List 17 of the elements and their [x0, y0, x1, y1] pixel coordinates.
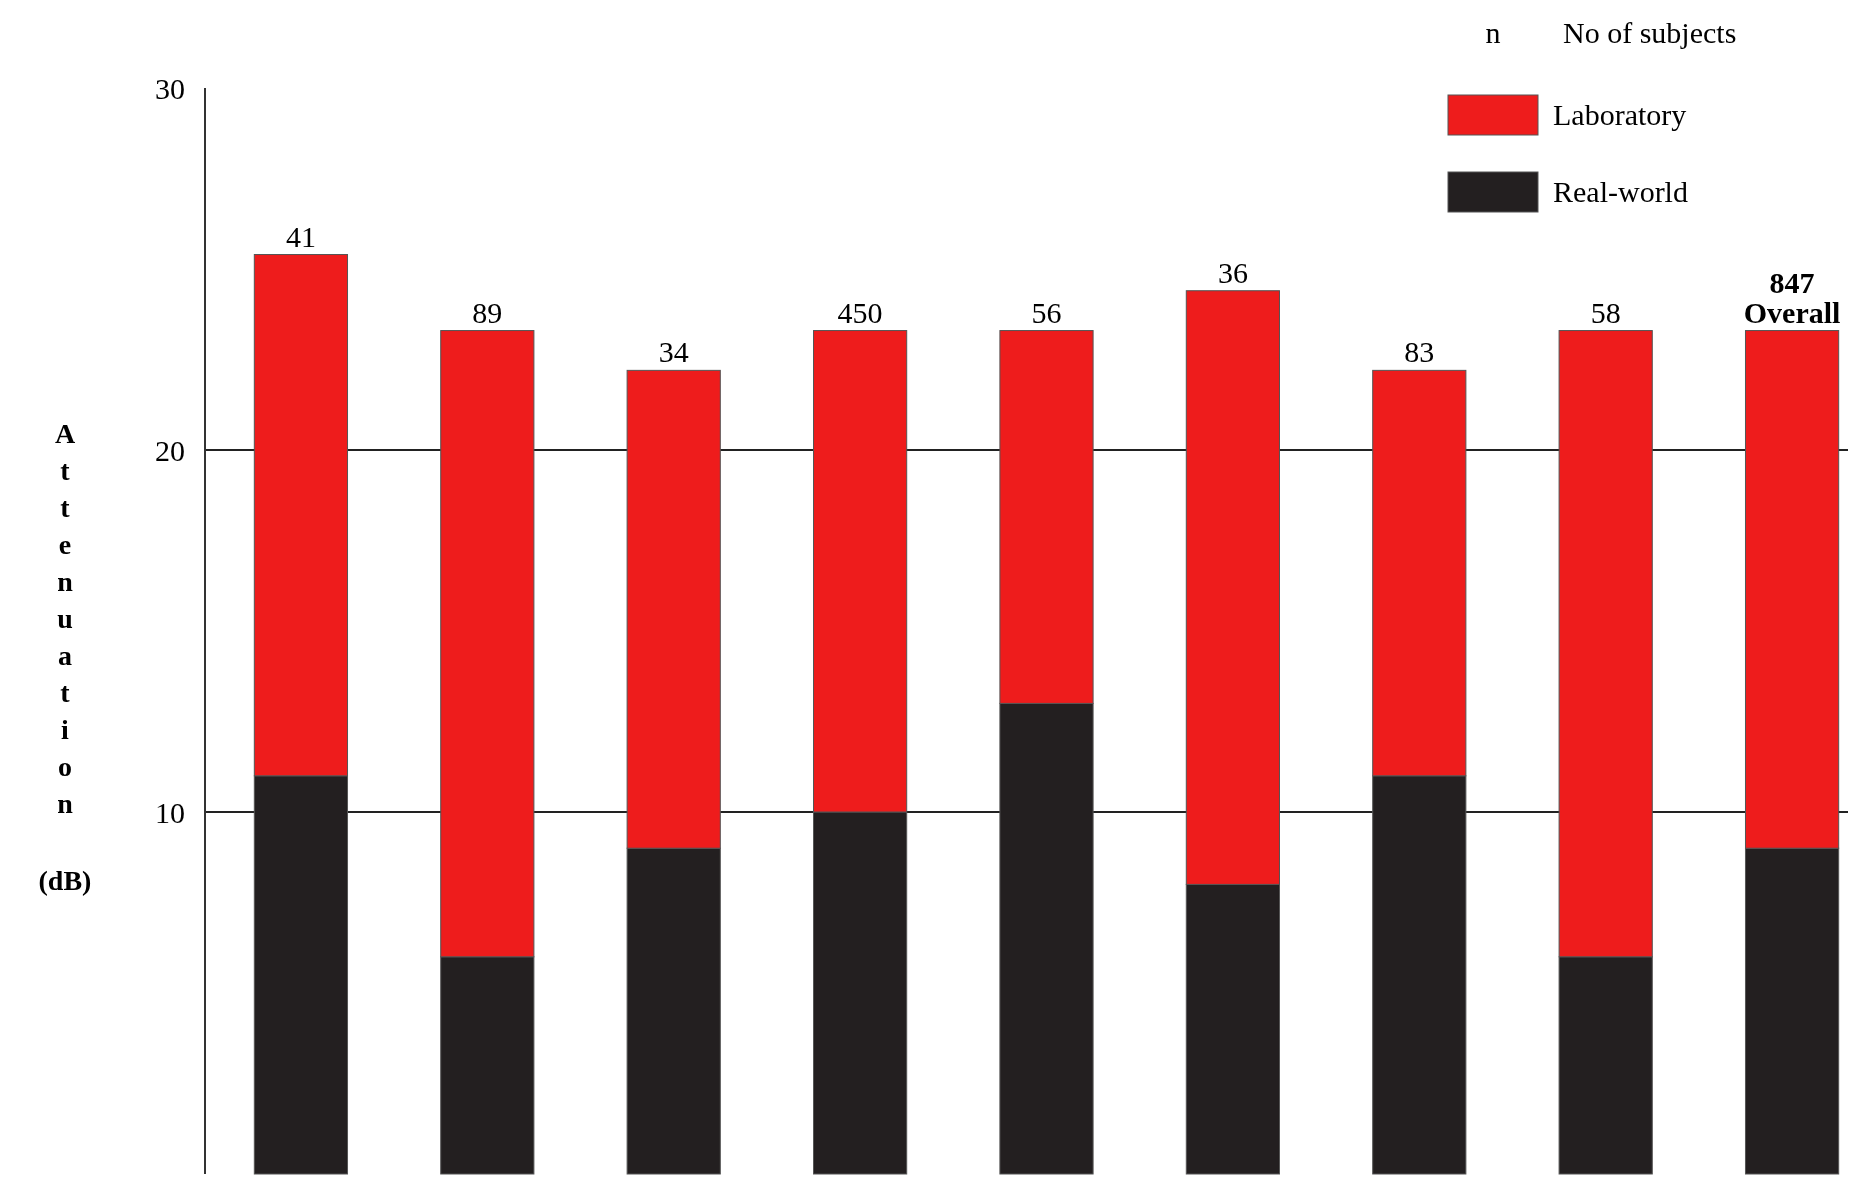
annotation: 58	[1590, 295, 1621, 329]
annotation: 83	[1404, 335, 1435, 369]
annotation: 41	[285, 219, 316, 253]
legend-label: Real-world	[1553, 175, 1688, 208]
y-tick-label: 10	[155, 795, 185, 829]
y-tick-label: 20	[155, 433, 185, 467]
annotation: 450	[837, 295, 883, 329]
annotation: 36	[1217, 255, 1248, 289]
text: Attenuation (dB)	[38, 418, 92, 896]
annotation: 34	[658, 335, 689, 369]
legend-label: Laboratory	[1553, 98, 1687, 131]
text: n	[1485, 16, 1501, 49]
text: No of subjects	[1563, 16, 1737, 49]
annotation: 847 Overall	[1743, 265, 1841, 329]
y-tick-label: 30	[155, 71, 185, 105]
annotation: 89	[472, 295, 503, 329]
annotation: 56	[1031, 295, 1062, 329]
